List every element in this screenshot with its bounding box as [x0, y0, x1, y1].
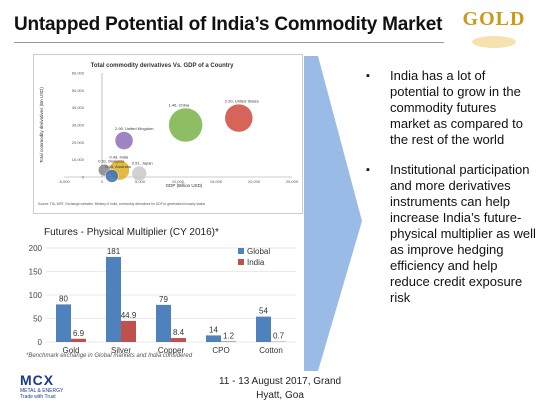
bubble-label: 0.51, Japan — [132, 161, 153, 166]
bar-category-label: Silver — [111, 346, 131, 355]
bubble-y-tick: 10,000 — [72, 157, 85, 162]
bar-data-label: 14 — [209, 325, 218, 334]
bar-data-label: 44.9 — [121, 311, 137, 320]
bar-data-label: 54 — [259, 307, 268, 316]
gold-logo: GOLD — [462, 4, 526, 52]
bubble-y-tick: 20,000 — [72, 140, 85, 145]
bar-y-tick: 150 — [29, 268, 43, 277]
bubble-y-tick: 60,000 — [72, 71, 85, 76]
bar-india — [171, 338, 186, 342]
bubble-chart-title: Total commodity derivatives Vs. GDP of a… — [91, 63, 234, 69]
bar-y-tick: 50 — [33, 315, 42, 324]
bullet-text: Institutional participation and more der… — [390, 162, 536, 305]
mcx-logo: MCX METAL & ENERGY Trade with Trust — [20, 372, 80, 400]
bubble-chart-svg: Total commodity derivatives Vs. GDP of a… — [38, 63, 299, 206]
bubble-point — [114, 131, 134, 150]
bar-data-label: 79 — [159, 295, 168, 304]
legend-swatch — [238, 248, 244, 254]
bar-global — [156, 304, 171, 342]
legend-swatch — [238, 259, 244, 265]
bubble-x-tick: 0 — [101, 179, 104, 184]
bullet-item: ▪ Institutional participation and more d… — [366, 162, 536, 306]
bar-data-label: 80 — [59, 294, 68, 303]
bar-category-label: CPO — [212, 346, 229, 355]
gold-logo-icon — [472, 36, 516, 48]
bar-chart: Futures - Physical Multiplier (CY 2016)*… — [16, 220, 302, 370]
bubble-y-tick: 50,000 — [72, 88, 85, 93]
bubble-label: 2.20, United States — [225, 99, 259, 104]
bar-global — [56, 304, 71, 342]
bar-y-tick: 200 — [29, 244, 43, 253]
bubble-label: 0.49, India — [109, 155, 128, 160]
bar-data-label: 0.7 — [273, 332, 285, 341]
bubble-point — [131, 165, 147, 182]
bar-category-label: Copper — [158, 346, 185, 355]
bubble-label: 0.51, Malaysia — [98, 159, 125, 164]
event-details: 11 - 13 August 2017, Grand Hyatt, Goa — [218, 376, 342, 401]
slide-title: Untapped Potential of India’s Commodity … — [14, 14, 443, 35]
bubble-x-tick: 20,000 — [248, 179, 261, 184]
mcx-tagline: Trade with Trust — [20, 394, 56, 400]
bar-global — [206, 335, 221, 342]
bar-india — [221, 341, 236, 342]
bar-y-tick: 0 — [38, 338, 43, 347]
bar-india — [71, 338, 86, 342]
chevron-right-arrow-icon — [304, 56, 362, 371]
bubble-x-tick: 5,000 — [135, 179, 146, 184]
bar-category-label: Cotton — [259, 346, 283, 355]
bar-data-label: 8.4 — [173, 328, 185, 337]
bubble-chart: Total commodity derivatives Vs. GDP of a… — [33, 54, 303, 214]
bubble-point — [224, 103, 254, 133]
bubble-y-tick: 30,000 — [72, 123, 85, 128]
bubble-x-label: GDP (Billion USD) — [166, 183, 203, 188]
square-bullet-icon: ▪ — [366, 164, 370, 176]
bubble-x-tick: -5,000 — [58, 179, 70, 184]
bubble-label: 0.05, Australia — [105, 164, 131, 169]
bar-category-label: Gold — [63, 346, 80, 355]
bubble-x-tick: 10,000 — [172, 179, 185, 184]
bubble-x-tick: 15,000 — [210, 179, 223, 184]
legend-label: Global — [247, 247, 270, 256]
bubble-point — [105, 169, 119, 183]
bar-y-tick: 100 — [29, 291, 43, 300]
bubble-y-label: Total commodity derivatives (Bn USD) — [39, 87, 44, 163]
bar-data-label: 6.9 — [73, 329, 85, 338]
bubble-point — [168, 107, 203, 143]
title-divider — [14, 42, 444, 43]
bar-chart-title: Futures - Physical Multiplier (CY 2016)* — [44, 227, 219, 238]
logo-text: GOLD — [462, 8, 526, 30]
mcx-sub: METAL & ENERGY — [20, 388, 64, 394]
chart-footnote: *Benchmark exchange in Global markets an… — [26, 353, 193, 359]
bullet-item: ▪ India has a lot of potential to grow i… — [366, 68, 536, 148]
bullet-text: India has a lot of potential to grow in … — [390, 68, 523, 147]
bubble-x-tick: 25,000 — [286, 179, 299, 184]
bar-data-label: 181 — [107, 247, 121, 256]
bubble-y-tick: 40,000 — [72, 105, 85, 110]
bar-india — [121, 320, 136, 342]
bar-global — [106, 256, 121, 342]
bar-global — [256, 316, 271, 342]
square-bullet-icon: ▪ — [366, 70, 370, 82]
bar-data-label: 1.2 — [223, 331, 235, 340]
bar-chart-svg: Futures - Physical Multiplier (CY 2016)*… — [29, 227, 296, 355]
bubble-label: 1.46, China — [169, 103, 190, 108]
bubble-source: Source: FIA, WFE, Exchange websites, Min… — [38, 202, 205, 206]
legend-label: India — [247, 258, 265, 267]
bubble-label: 2.90, United Kingdom — [115, 126, 154, 131]
mcx-name: MCX — [20, 372, 55, 388]
bullet-list: ▪ India has a lot of potential to grow i… — [366, 68, 536, 320]
